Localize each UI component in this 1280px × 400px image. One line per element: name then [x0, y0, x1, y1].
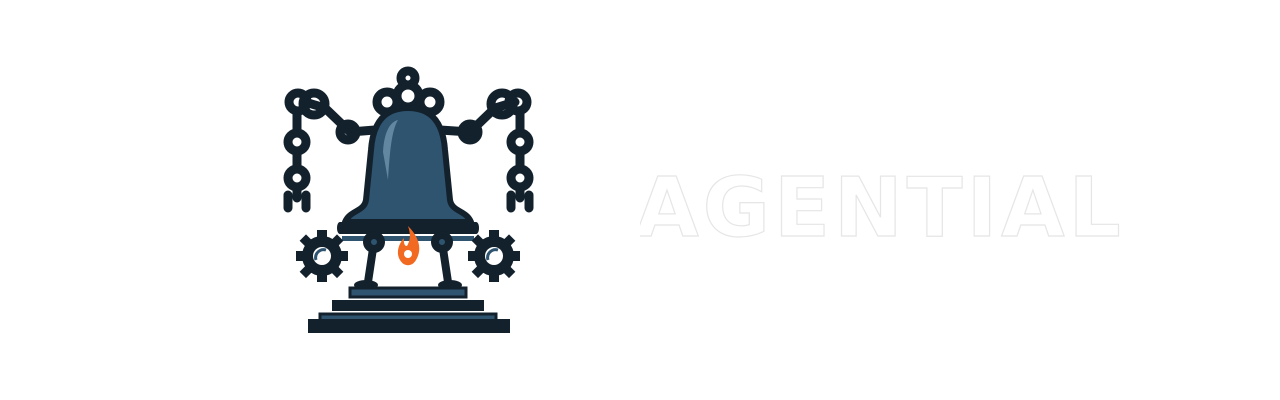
brand-name: AGENTIAL — [640, 161, 1120, 256]
robot-bell-icon — [283, 66, 534, 333]
brand-wordmark: AGENTIAL — [640, 160, 1120, 256]
